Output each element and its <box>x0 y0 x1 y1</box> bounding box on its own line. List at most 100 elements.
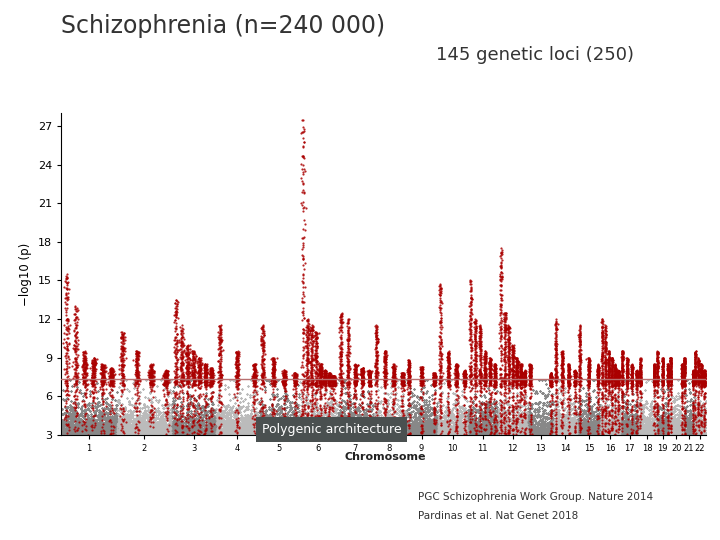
Point <box>570 411 581 420</box>
Point <box>71 334 82 342</box>
Point <box>314 430 325 438</box>
Point <box>596 424 608 433</box>
Point <box>143 426 154 434</box>
Point <box>311 426 323 435</box>
Point <box>444 421 456 429</box>
Point <box>613 429 624 438</box>
Point <box>509 420 521 429</box>
Point <box>121 430 132 439</box>
Point <box>518 429 530 437</box>
Point <box>258 406 269 415</box>
Point <box>553 429 564 437</box>
Point <box>184 411 195 420</box>
Point <box>261 429 272 437</box>
Point <box>560 429 572 438</box>
Point <box>425 421 436 430</box>
Point <box>461 421 472 429</box>
Point <box>614 417 626 426</box>
Point <box>337 428 348 436</box>
Point <box>81 405 93 414</box>
Point <box>351 408 362 417</box>
Point <box>270 418 282 427</box>
Point <box>526 415 537 423</box>
Point <box>634 420 645 428</box>
Point <box>410 420 421 429</box>
Point <box>141 421 153 429</box>
Point <box>98 404 109 413</box>
Point <box>539 424 551 433</box>
Point <box>400 426 412 434</box>
Point <box>548 417 559 426</box>
Point <box>410 420 421 428</box>
Point <box>310 404 322 413</box>
Point <box>343 401 354 410</box>
Point <box>568 410 580 419</box>
Point <box>58 429 70 438</box>
Point <box>637 429 649 438</box>
Point <box>253 398 264 407</box>
Point <box>109 405 120 414</box>
Point <box>699 427 711 436</box>
Point <box>633 414 644 422</box>
Point <box>74 418 86 427</box>
Point <box>347 418 359 427</box>
Point <box>495 399 507 407</box>
Point <box>661 417 672 426</box>
Point <box>618 429 629 437</box>
Point <box>644 429 655 438</box>
Point <box>606 421 618 429</box>
Point <box>659 426 670 435</box>
Point <box>426 420 437 428</box>
Point <box>168 424 179 433</box>
Point <box>293 425 305 434</box>
Point <box>64 429 76 438</box>
Point <box>362 423 374 431</box>
Point <box>532 410 544 418</box>
Point <box>451 429 462 438</box>
Point <box>626 422 638 431</box>
Point <box>343 401 354 410</box>
Point <box>208 430 220 438</box>
Point <box>694 430 706 438</box>
Point <box>73 427 85 435</box>
Point <box>136 404 148 413</box>
Point <box>515 426 526 435</box>
Point <box>346 430 357 438</box>
Point <box>297 405 308 414</box>
Point <box>497 428 508 436</box>
Point <box>118 420 130 429</box>
Point <box>257 426 269 435</box>
Point <box>523 421 535 430</box>
Point <box>338 411 349 420</box>
Point <box>416 422 428 430</box>
Point <box>399 422 410 430</box>
Point <box>540 429 552 437</box>
Point <box>609 419 621 428</box>
Point <box>467 425 478 434</box>
Point <box>523 429 535 437</box>
Point <box>356 426 368 434</box>
Point <box>232 427 243 436</box>
Point <box>301 316 312 325</box>
Point <box>166 427 177 435</box>
Point <box>337 422 348 430</box>
Point <box>431 427 442 436</box>
Point <box>81 422 93 431</box>
Point <box>580 416 591 425</box>
Point <box>670 402 681 410</box>
Point <box>693 411 704 420</box>
Point <box>544 377 556 386</box>
Point <box>328 396 339 405</box>
Point <box>97 428 109 437</box>
Point <box>439 420 451 429</box>
Point <box>202 428 214 436</box>
Point <box>247 421 258 430</box>
Point <box>410 429 422 438</box>
Point <box>207 426 218 434</box>
Point <box>93 427 104 435</box>
Point <box>127 394 138 402</box>
Point <box>310 430 321 439</box>
Point <box>572 429 583 438</box>
Point <box>486 416 498 425</box>
Point <box>678 403 690 411</box>
